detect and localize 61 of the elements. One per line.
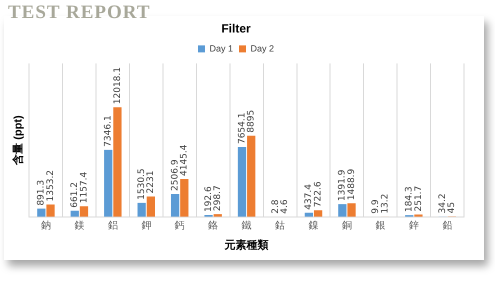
data-label: 13.2 [380, 194, 390, 214]
data-label: 9.9 [371, 199, 382, 214]
data-label: 1488.9 [346, 168, 357, 200]
bar [146, 196, 155, 217]
data-label: 437.4 [304, 184, 314, 210]
x-tick-label: 鐵 [242, 220, 252, 232]
x-tick-label: 鋁 [108, 220, 118, 232]
x-tick-label: 鈉 [40, 220, 51, 232]
text: TEST REPORT [8, 2, 150, 24]
bar [347, 203, 356, 217]
bar [247, 136, 256, 217]
data-label: 1353.2 [46, 170, 56, 202]
bar [113, 107, 122, 217]
data-label: 34.2 [438, 193, 448, 214]
bar [138, 202, 146, 217]
bar [338, 204, 346, 217]
bar [214, 214, 222, 217]
data-label: 45 [447, 202, 458, 214]
data-label: 1391.9 [338, 169, 348, 202]
x-tick-label: 鉻 [208, 220, 218, 232]
data-label: 4145.4 [180, 144, 190, 176]
bar [104, 150, 112, 217]
data-label: 891.3 [36, 180, 47, 206]
data-label: 8895 [246, 110, 257, 133]
bar [80, 206, 88, 217]
bar [37, 208, 46, 217]
data-label: 7346.1 [104, 115, 114, 147]
x-tick-label: 鎳 [308, 220, 318, 232]
data-label: 2231 [146, 170, 156, 194]
data-label: 12018.1 [112, 67, 123, 104]
bar [180, 179, 188, 217]
data-label: 298.7 [213, 185, 224, 212]
x-tick-label: 鈷 [275, 220, 286, 232]
bar [238, 147, 246, 217]
x-tick-label: 鈣 [174, 220, 185, 232]
data-label: 661.2 [70, 182, 80, 208]
data-label: 1157.4 [79, 171, 90, 204]
data-label: 7654.1 [237, 112, 248, 144]
x-tick-label: 鉀 [141, 220, 152, 232]
x-tick-label: 銅 [342, 220, 352, 232]
data-label: 192.6 [204, 186, 214, 212]
x-tick-label: 鎂 [74, 220, 84, 232]
data-label: 2.8 [270, 199, 281, 214]
x-tick-label: 鉛 [442, 220, 452, 232]
bar [70, 210, 79, 217]
data-label: 722.6 [313, 181, 324, 208]
legend-label: Day 1 [209, 43, 234, 54]
x-tick-label: 銀 [375, 220, 386, 232]
x-axis-title: 元素種類 [224, 238, 269, 252]
bar [314, 210, 322, 217]
x-tick-label: 鋅 [408, 220, 419, 232]
data-label: 4.6 [280, 199, 290, 214]
data-label: 184.3 [404, 186, 415, 212]
bar [46, 204, 55, 217]
data-label: 1530.5 [137, 168, 148, 200]
data-label: 2506.9 [170, 159, 180, 191]
chart-title: Filter [221, 22, 251, 36]
bar [170, 194, 180, 217]
legend-label: Day 2 [250, 43, 274, 54]
data-label: 251.7 [414, 186, 424, 212]
y-axis-title: 含量 (ppt) [12, 115, 25, 166]
